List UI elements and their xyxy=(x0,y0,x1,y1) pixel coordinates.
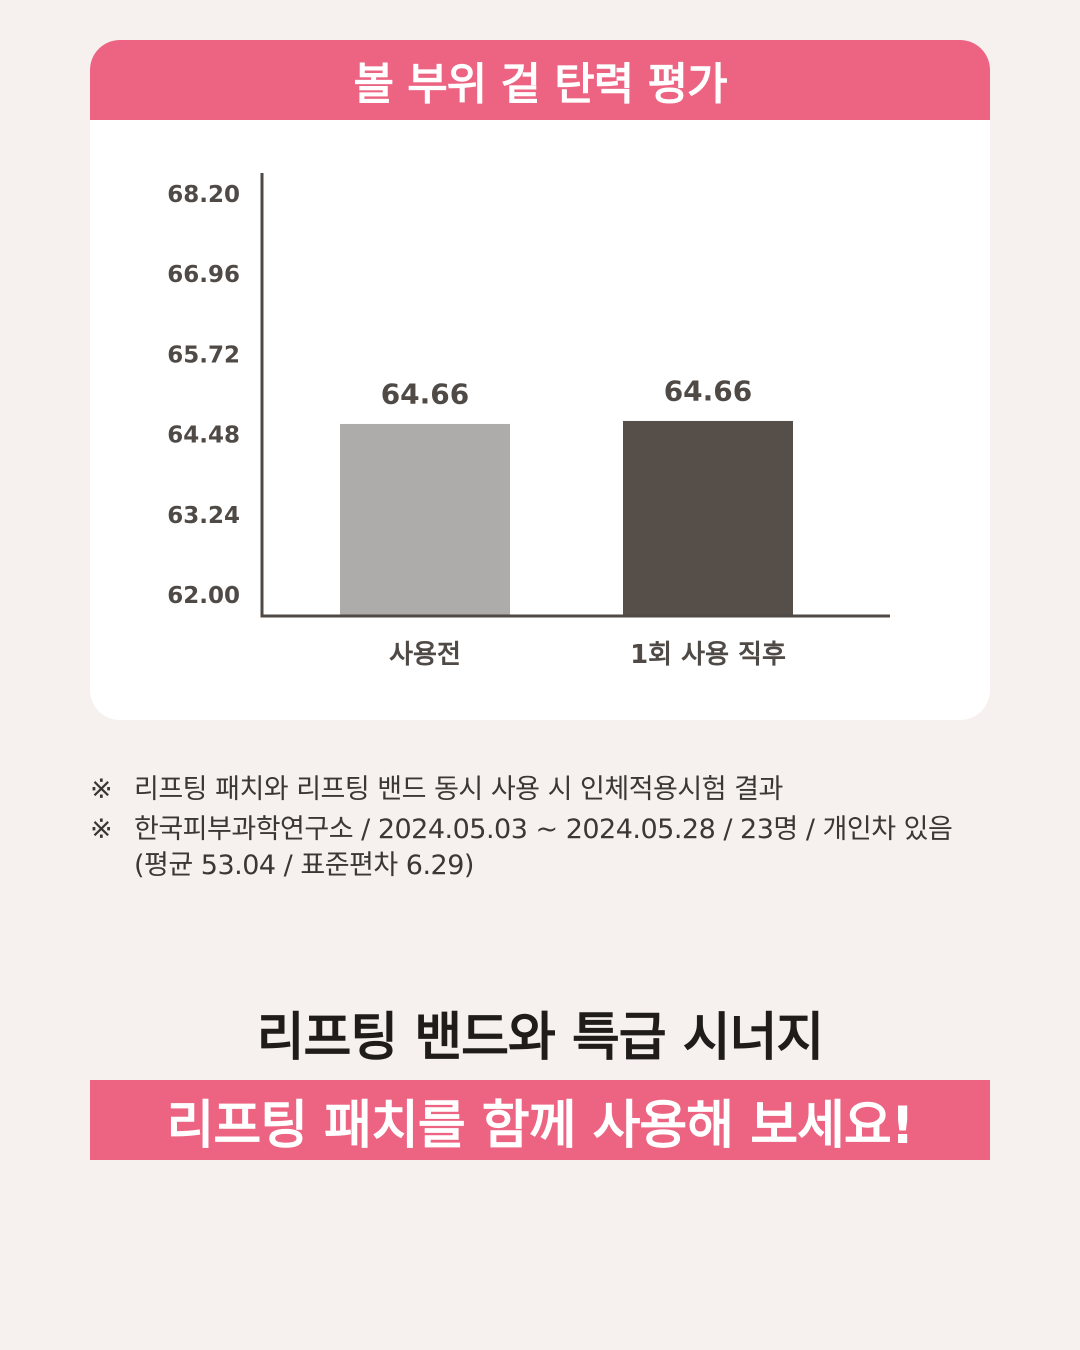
chart-title: 볼 부위 겉 탄력 평가 xyxy=(90,40,990,120)
x-tick-label: 사용전 xyxy=(389,640,461,670)
data-label: 64.66 xyxy=(381,377,470,410)
y-tick-label: 64.48 xyxy=(167,423,240,449)
y-tick-label: 65.72 xyxy=(167,342,240,368)
footnotes: ※ 리프팅 패치와 리프팅 밴드 동시 사용 시 인체적용시험 결과 ※ 한국피… xyxy=(90,772,990,888)
y-tick-label: 66.96 xyxy=(167,262,240,288)
footnote-text: 한국피부과학연구소 / 2024.05.03 ~ 2024.05.28 / 23… xyxy=(134,812,990,884)
data-label: 64.66 xyxy=(664,374,753,407)
y-tick-label: 68.20 xyxy=(167,182,240,208)
footnote-source: 한국피부과학연구소 / 2024.05.03 ~ 2024.05.28 / 23… xyxy=(134,814,953,845)
chart-card: 볼 부위 겉 탄력 평가 62.00 63.24 64.48 65.72 66.96 68… xyxy=(90,40,990,720)
y-tick-label: 62.00 xyxy=(167,583,240,609)
x-tick-label: 1회 사용 직후 xyxy=(630,640,786,670)
reference-mark: ※ xyxy=(90,774,113,805)
bar-chart: 62.00 63.24 64.48 65.72 66.96 68.20 64.66 사용전 64… xyxy=(167,173,890,670)
promo-banner: 리프팅 패치를 함께 사용해 보세요! xyxy=(90,1080,990,1160)
headline: 리프팅 밴드와 특급 시너지 xyxy=(256,1008,825,1068)
footnote-stats: (평균 53.04 / 표준편차 6.29) xyxy=(134,850,474,881)
reference-mark: ※ xyxy=(90,814,113,845)
bar-1 xyxy=(340,423,510,615)
footnote-text: 리프팅 패치와 리프팅 밴드 동시 사용 시 인체적용시험 결과 xyxy=(134,774,783,805)
bar-2 xyxy=(623,420,793,615)
footnote-2: ※ 한국피부과학연구소 / 2024.05.03 ~ 2024.05.28 / … xyxy=(90,812,990,884)
y-tick-label: 63.24 xyxy=(167,503,240,529)
footnote-1: ※ 리프팅 패치와 리프팅 밴드 동시 사용 시 인체적용시험 결과 xyxy=(90,772,990,808)
